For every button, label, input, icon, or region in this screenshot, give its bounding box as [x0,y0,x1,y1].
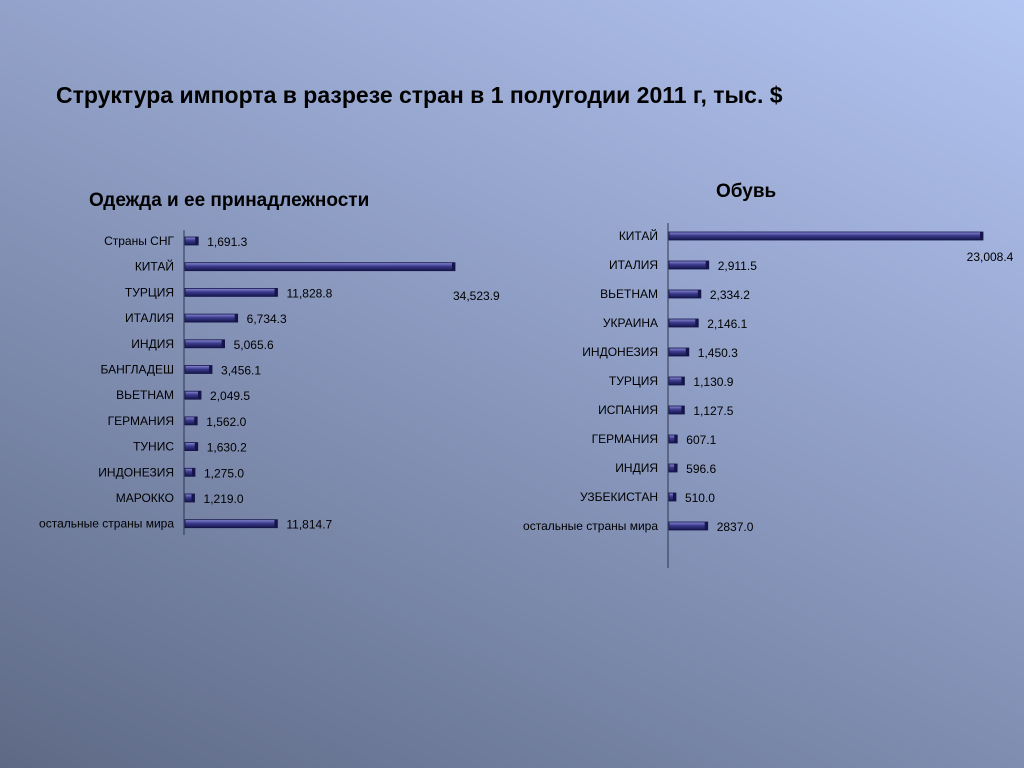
bar [184,519,278,529]
value-label: 2,334.2 [710,288,750,302]
category-label: УКРАИНА [603,316,658,330]
value-label: 596.6 [686,462,716,476]
clothing-import-chart: Страны СНГ 1,691.3 КИТАЙ 34,523.9 ТУРЦИЯ 11,8… [39,230,500,535]
value-label: 1,127.5 [693,404,733,418]
bar-end-cap [685,348,689,356]
bar [184,262,456,272]
bar-end-cap [704,522,708,530]
category-label: ИНДИЯ [615,461,658,475]
category-label: ТУРЦИЯ [125,285,174,299]
bar-end-cap [695,319,699,327]
category-label: ВЬЕТНАМ [600,287,658,301]
bar-end-cap [452,262,455,271]
bar-end-cap [191,468,195,477]
value-label: 1,219.0 [204,492,244,506]
value-label: 1,450.3 [698,346,738,360]
bar-end-cap [681,377,685,385]
value-label: 1,275.0 [204,466,244,480]
category-label: ВЬЕТНАМ [116,388,174,402]
slide-title: Структура импорта в разрезе стран в 1 по… [56,82,783,108]
value-label: 5,065.6 [234,338,274,352]
bar-end-cap [674,435,678,443]
bar-end-cap [672,493,676,501]
bar-end-cap [705,261,709,269]
bar-end-cap [221,339,225,348]
category-label: ТУНИС [133,440,174,454]
bar-end-cap [980,232,983,240]
bar [668,521,709,531]
bar-end-cap [195,237,199,245]
value-label: 1,562.0 [206,415,246,429]
bar-end-cap [194,416,198,425]
bar [184,365,213,374]
value-label: 1,630.2 [207,441,247,455]
value-label: 2,911.5 [718,259,757,273]
value-label: 23,008.4 [967,250,1014,264]
bar-end-cap [191,494,195,502]
bar [184,313,239,323]
category-label: остальные страны мира [523,519,658,533]
bar [668,289,702,299]
category-label: ИТАЛИЯ [125,311,174,325]
bar-end-cap [274,288,278,297]
category-label: БАНГЛАДЕШ [100,363,174,377]
category-label: ИНДОНЕЗИЯ [582,345,658,359]
category-label: ГЕРМАНИЯ [108,414,174,428]
bar [184,287,278,297]
value-label: 6,734.3 [247,312,287,326]
value-label: 34,523.9 [453,289,500,303]
bar-end-cap [209,365,213,374]
category-label: ТУРЦИЯ [609,374,658,388]
value-label: 1,691.3 [207,235,247,249]
bar-end-cap [274,519,278,528]
bar [184,339,226,349]
category-label: ИНДОНЕЗИЯ [98,465,174,479]
category-label: МАРОККО [116,491,174,505]
category-label: Страны СНГ [104,234,174,248]
value-label: 11,828.8 [287,286,333,300]
value-label: 2,049.5 [210,389,250,403]
category-label: УЗБЕКИСТАН [580,490,658,504]
bar [668,318,699,328]
value-label: 2,146.1 [707,317,747,331]
bar [668,260,710,270]
bar [668,231,984,241]
value-label: 1,130.9 [693,375,733,389]
category-label: ИСПАНИЯ [598,403,658,417]
footwear-chart-title: Обувь [716,181,777,202]
bar-end-cap [674,464,678,472]
bar-end-cap [194,442,198,451]
value-label: 2837.0 [717,520,754,534]
bar-end-cap [198,391,202,400]
footwear-import-chart: КИТАЙ 23,008.4 ИТАЛИЯ 2,911.5 ВЬЕТНАМ 2,334.2… [523,223,1014,568]
value-label: 11,814.7 [286,518,332,532]
category-label: ИНДИЯ [131,337,174,351]
bar-end-cap [681,406,685,414]
category-label: КИТАЙ [135,259,174,274]
value-label: 510.0 [685,491,715,505]
category-label: ГЕРМАНИЯ [592,432,658,446]
bar-end-cap [697,290,701,298]
category-label: ИТАЛИЯ [609,258,658,272]
bar-end-cap [234,314,238,323]
value-label: 3,456.1 [221,364,261,378]
category-label: остальные страны мира [39,517,174,531]
clothing-chart-title: Одежда и ее принадлежности [89,190,370,211]
category-label: КИТАЙ [619,228,658,243]
value-label: 607.1 [686,433,716,447]
